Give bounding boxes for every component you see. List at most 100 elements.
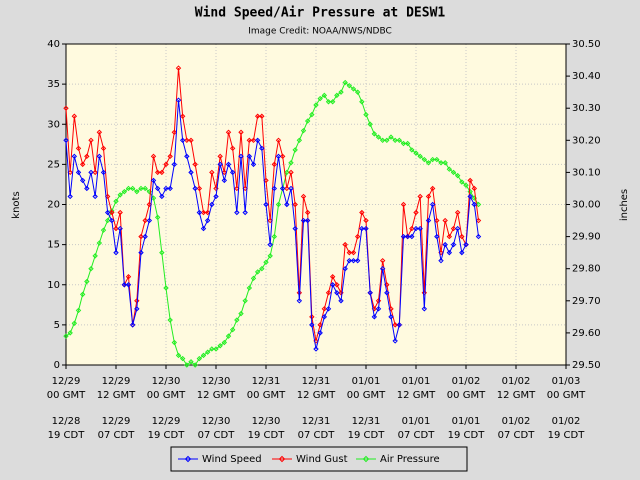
data-point [321,92,328,99]
data-point [421,156,428,163]
data-point [125,274,132,280]
data-point [325,306,332,312]
x-tick-label: 12/31 [302,376,331,387]
data-point [109,209,115,216]
data-point [417,193,423,200]
data-point [63,333,69,339]
data-point [263,177,269,184]
data-point [317,322,323,328]
data-point [263,259,269,265]
data-point [342,241,348,248]
data-point [404,140,411,147]
data-point [163,285,169,291]
legend-marker [184,455,192,463]
data-point [184,153,190,160]
data-point [84,278,90,285]
data-point [409,233,415,240]
x-tick-label: 00 GMT [247,390,286,401]
y2-tick-label: 30.00 [572,200,601,211]
data-point [317,95,323,102]
y-tick-label: 0 [54,360,60,371]
data-point [229,145,236,152]
data-point [96,129,103,135]
data-point [234,209,240,216]
y2-axis-label: inches [619,189,630,221]
data-point [117,209,123,216]
x-tick-label: 12/31 [352,416,381,427]
data-point [463,182,469,188]
data-point [446,249,453,256]
data-point [154,185,161,192]
data-point [167,153,173,160]
data-point [171,129,178,135]
data-point [196,209,203,216]
x-tick-label: 01/01 [402,376,431,387]
data-point [463,241,469,248]
data-point [238,129,244,135]
data-point [359,99,365,105]
x-tick-label: 07 CDT [198,430,236,441]
x-tick-label: 01/03 [552,376,581,387]
data-point [250,275,257,282]
data-point [363,225,369,232]
data-point [129,322,136,328]
x-tick-label: 00 GMT [347,390,386,401]
data-point [417,225,423,232]
data-point [321,306,328,312]
data-point [438,257,444,264]
data-point [146,217,153,224]
y2-tick-label: 29.60 [572,328,601,339]
x-tick-label: 00 GMT [547,390,586,401]
data-point [67,330,73,336]
data-point [159,249,165,256]
data-point [354,233,361,240]
data-point [296,137,303,144]
data-point [271,233,278,240]
data-point [104,209,111,216]
data-point [171,339,178,346]
data-point [209,201,215,208]
y-tick-label: 35 [47,79,60,90]
data-point [359,209,365,216]
y2-tick-label: 30.30 [572,103,601,114]
data-point [275,137,282,144]
data-point [229,326,236,333]
y-tick-label: 25 [47,159,60,170]
data-point [304,118,311,124]
data-point [184,137,190,144]
data-point [113,225,119,232]
data-point [275,201,282,208]
data-point [254,269,261,275]
data-point [338,89,344,95]
data-point [288,160,294,166]
data-point [292,147,298,153]
legend-label: Wind Gust [296,454,348,465]
data-point [459,249,465,256]
data-point [313,102,319,108]
x-tick-label: 12/29 [102,376,131,387]
data-point [409,225,415,232]
data-point [454,225,461,232]
y2-tick-label: 30.10 [572,167,601,178]
data-point [100,145,107,152]
data-point [434,217,440,224]
data-point [138,233,144,240]
data-point [334,282,340,288]
data-point [392,322,398,328]
data-point [471,185,478,192]
data-point [88,265,94,272]
data-point [263,201,269,208]
data-point [384,290,390,296]
x-tick-label: 19 CDT [48,430,86,441]
data-point [450,169,457,176]
data-point [446,166,453,172]
data-point [217,153,223,160]
x-tick-label: 12 GMT [97,390,136,401]
data-point [213,193,219,200]
data-point [429,156,436,163]
data-point [250,137,257,144]
data-point [192,161,198,168]
data-point [363,111,369,118]
data-point [75,307,82,314]
